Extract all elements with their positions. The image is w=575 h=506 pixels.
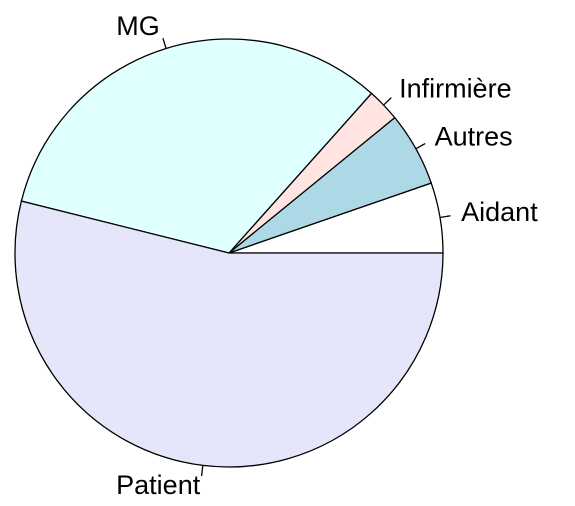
pie-slice bbox=[20, 38, 373, 254]
slice-label: MG bbox=[116, 11, 160, 41]
label-tick bbox=[200, 465, 204, 477]
slice-label: Autres bbox=[435, 121, 513, 151]
slice-label: Aidant bbox=[461, 197, 538, 227]
slice-label: Patient bbox=[116, 470, 201, 500]
label-tick bbox=[439, 215, 451, 219]
slice-label: Infirmière bbox=[399, 73, 512, 103]
label-tick bbox=[383, 97, 392, 106]
label-tick bbox=[162, 38, 167, 49]
label-tick bbox=[415, 142, 426, 150]
